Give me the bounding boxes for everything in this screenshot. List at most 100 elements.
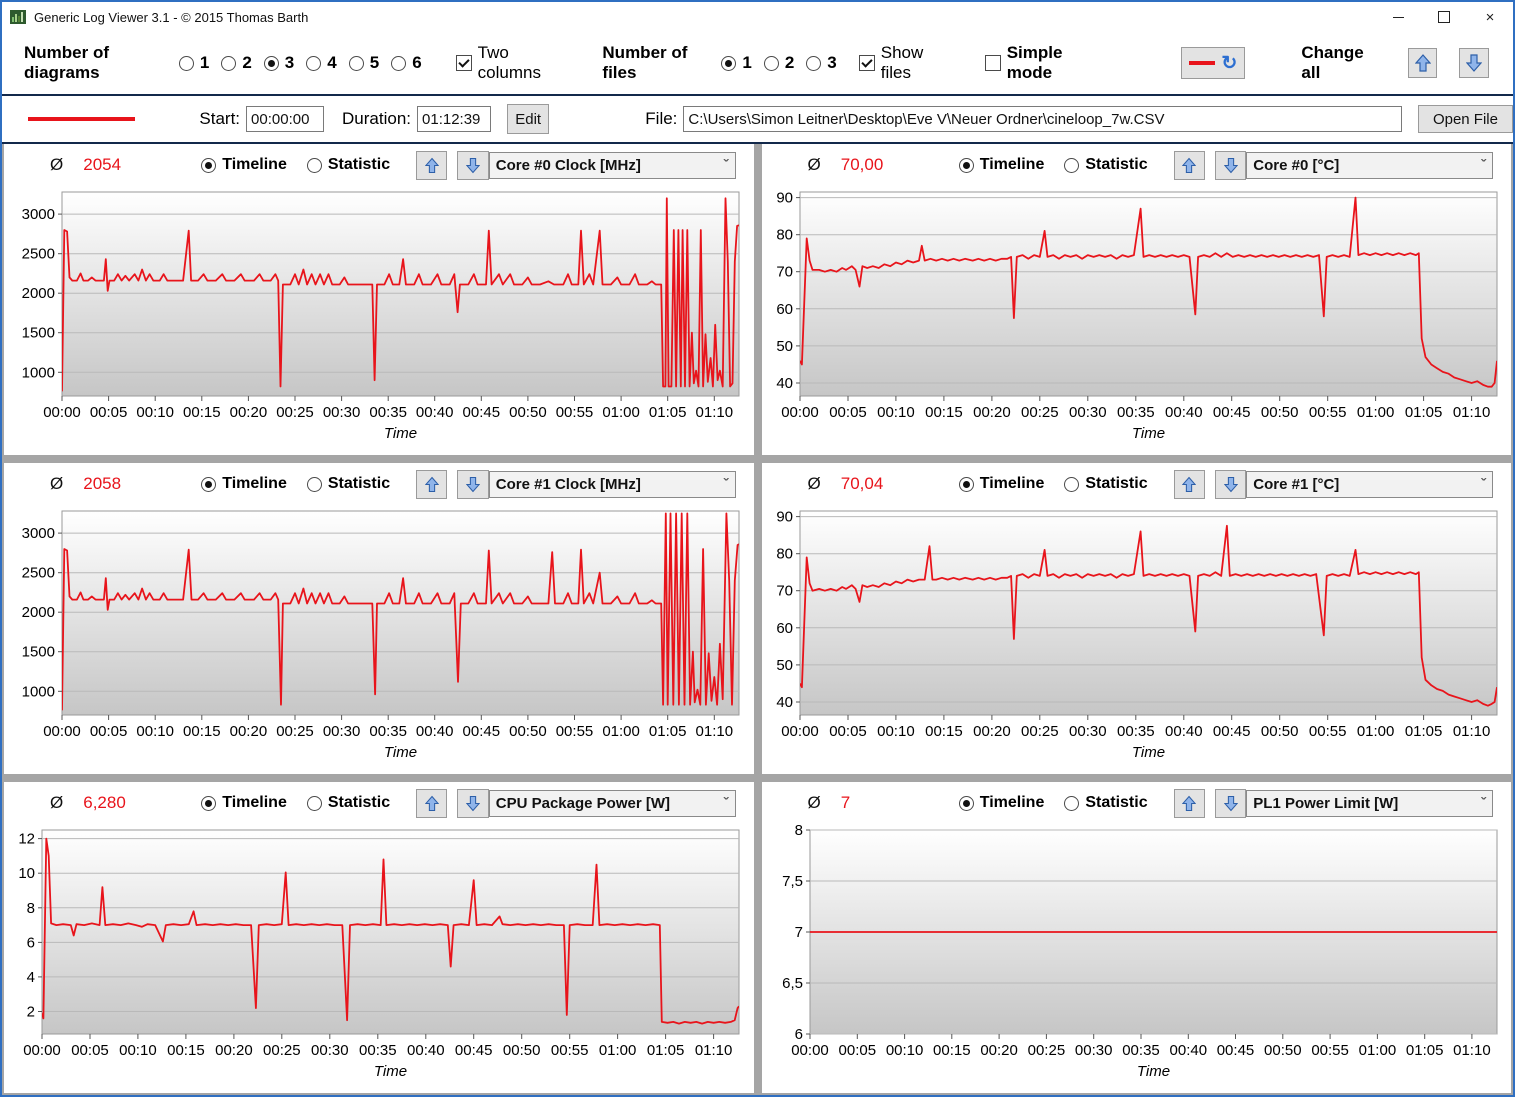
arrow-down-icon <box>466 795 481 811</box>
svg-text:00:40: 00:40 <box>1165 404 1203 421</box>
svg-text:7,5: 7,5 <box>782 873 803 890</box>
svg-text:1500: 1500 <box>22 644 55 661</box>
statistic-radio[interactable]: Statistic <box>306 794 390 812</box>
svg-text:00:35: 00:35 <box>1117 723 1155 740</box>
file-path-input[interactable] <box>683 106 1402 132</box>
svg-text:00:55: 00:55 <box>556 723 594 740</box>
svg-text:00:10: 00:10 <box>885 1042 923 1059</box>
series-color-dash-icon <box>1189 61 1216 65</box>
move-down-button[interactable] <box>457 150 489 180</box>
svg-text:01:00: 01:00 <box>599 1042 637 1059</box>
svg-text:00:45: 00:45 <box>463 723 501 740</box>
measurement-dropdown[interactable]: CPU Package Power [W] ˇ <box>488 789 736 817</box>
move-down-button[interactable] <box>1214 788 1247 818</box>
svg-text:6,5: 6,5 <box>782 975 803 992</box>
diagrams-radio-6[interactable]: 6 <box>391 53 422 73</box>
average-symbol: Ø <box>50 155 64 174</box>
arrow-up-icon <box>424 795 439 811</box>
timeline-radio[interactable]: Timeline <box>201 156 287 174</box>
files-radio-2[interactable]: 2 <box>763 53 794 73</box>
svg-text:00:25: 00:25 <box>1027 1042 1065 1059</box>
svg-text:00:40: 00:40 <box>416 723 454 740</box>
statistic-radio[interactable]: Statistic <box>306 475 390 493</box>
move-down-button[interactable] <box>1214 469 1247 499</box>
close-icon: × <box>1485 8 1495 26</box>
svg-text:00:25: 00:25 <box>276 404 314 421</box>
show-files-checkbox[interactable]: Show files <box>858 43 945 83</box>
radio-icon <box>721 55 737 71</box>
start-input[interactable] <box>246 106 325 132</box>
svg-text:00:45: 00:45 <box>1216 1042 1254 1059</box>
svg-text:50: 50 <box>776 657 793 674</box>
radio-icon <box>806 55 822 71</box>
statistic-radio[interactable]: Statistic <box>1064 156 1148 174</box>
move-down-button[interactable] <box>1214 150 1247 180</box>
color-refresh-button[interactable]: ↻ <box>1181 47 1246 79</box>
diagrams-radio-3[interactable]: 3 <box>263 53 294 73</box>
svg-text:1000: 1000 <box>22 364 55 381</box>
measurement-dropdown[interactable]: Core #1 [°C] ˇ <box>1246 470 1493 498</box>
svg-text:01:00: 01:00 <box>1356 723 1394 740</box>
edit-button[interactable]: Edit <box>507 104 550 134</box>
statistic-radio[interactable]: Statistic <box>1064 475 1148 493</box>
line-chart: 2 4 6 8 10 12 00:00 00:05 00:10 00:15 00:20 00:25 00… <box>18 829 740 1080</box>
move-up-button[interactable] <box>1173 788 1205 818</box>
svg-text:00:50: 00:50 <box>509 723 547 740</box>
svg-text:00:45: 00:45 <box>1212 723 1250 740</box>
simple-mode-checkbox[interactable]: Simple mode <box>984 43 1095 83</box>
diagrams-radio-4[interactable]: 4 <box>306 53 337 73</box>
svg-text:00:00: 00:00 <box>43 723 81 740</box>
average-symbol: Ø <box>50 474 64 493</box>
duration-input[interactable] <box>417 106 492 132</box>
change-all-up-button[interactable] <box>1407 48 1438 78</box>
svg-text:00:40: 00:40 <box>1165 723 1203 740</box>
diagrams-radio-2[interactable]: 2 <box>221 53 252 73</box>
move-up-button[interactable] <box>1173 150 1205 180</box>
timeline-radio[interactable]: Timeline <box>201 475 287 493</box>
statistic-radio[interactable]: Statistic <box>306 156 390 174</box>
arrow-up-icon <box>424 476 439 492</box>
maximize-button[interactable] <box>1421 2 1467 32</box>
average-symbol: Ø <box>50 793 64 812</box>
open-file-button[interactable]: Open File <box>1417 105 1513 133</box>
measurement-dropdown[interactable]: PL1 Power Limit [W] ˇ <box>1246 789 1493 817</box>
diagrams-radio-5[interactable]: 5 <box>348 53 379 73</box>
two-columns-checkbox[interactable]: Two columns <box>455 43 561 83</box>
move-down-button[interactable] <box>457 469 489 499</box>
timeline-radio[interactable]: Timeline <box>958 475 1044 493</box>
move-down-button[interactable] <box>457 788 489 818</box>
radio-icon <box>348 55 364 71</box>
move-up-button[interactable] <box>416 469 448 499</box>
svg-text:00:05: 00:05 <box>838 1042 876 1059</box>
panel-pl1-power-limit: Ø 7 Timeline Statistic PL1 Power Limit [… <box>761 782 1511 1093</box>
change-all-down-button[interactable] <box>1459 48 1489 78</box>
move-up-button[interactable] <box>416 150 448 180</box>
move-up-button[interactable] <box>416 788 448 818</box>
files-radio-3[interactable]: 3 <box>806 53 837 73</box>
svg-text:00:45: 00:45 <box>1212 404 1250 421</box>
diagrams-radio-1[interactable]: 1 <box>178 53 209 73</box>
files-radio-1[interactable]: 1 <box>721 53 752 73</box>
svg-text:00:10: 00:10 <box>136 723 174 740</box>
timeline-radio[interactable]: Timeline <box>201 794 287 812</box>
svg-text:00:20: 00:20 <box>230 404 268 421</box>
timeline-radio[interactable]: Timeline <box>958 156 1044 174</box>
measurement-dropdown[interactable]: Core #0 Clock [MHz] ˇ <box>488 151 736 179</box>
minimize-button[interactable] <box>1375 2 1421 32</box>
close-button[interactable]: × <box>1467 2 1513 32</box>
move-up-button[interactable] <box>1173 469 1205 499</box>
radio-icon <box>306 795 322 811</box>
radio-icon <box>958 795 974 811</box>
measurement-dropdown[interactable]: Core #1 Clock [MHz] ˇ <box>488 470 736 498</box>
checkbox-icon <box>455 55 472 71</box>
radio-icon <box>958 157 974 173</box>
average-value: 2058 <box>83 474 122 493</box>
svg-text:00:35: 00:35 <box>1122 1042 1160 1059</box>
timeline-radio[interactable]: Timeline <box>958 794 1044 812</box>
svg-text:01:00: 01:00 <box>1356 404 1394 421</box>
file-row: Start: Duration: Edit File: Open File <box>2 94 1513 144</box>
statistic-radio[interactable]: Statistic <box>1064 794 1148 812</box>
radio-icon <box>306 157 322 173</box>
measurement-dropdown[interactable]: Core #0 [°C] ˇ <box>1246 151 1493 179</box>
svg-text:3000: 3000 <box>22 206 55 223</box>
